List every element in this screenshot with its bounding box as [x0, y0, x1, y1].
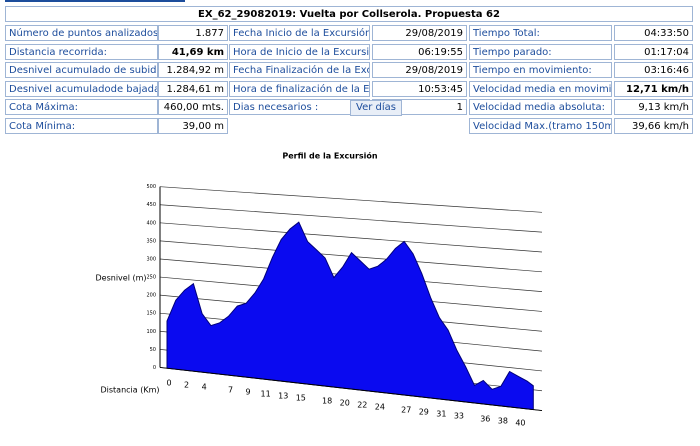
- x-tick-label: 4: [202, 383, 207, 392]
- button[interactable]: Ver días: [350, 100, 402, 117]
- field-label: Dias necesarios :: [229, 99, 370, 116]
- field-label: Cota Máxima:: [5, 99, 158, 116]
- field-value: 01:17:04: [614, 43, 693, 60]
- x-tick-label: 7: [228, 386, 233, 395]
- y-tick-label: 300: [146, 256, 156, 262]
- y-axis-label: Desnivel (m): [96, 274, 147, 283]
- field-value: 1.284,92 m: [158, 62, 228, 79]
- x-axis-label: Distancia (Km): [100, 386, 159, 395]
- summary-title: EX_62_29082019: Vuelta por Collserola. P…: [5, 6, 693, 22]
- field-label: Tiempo parado:: [469, 43, 612, 60]
- y-tick-label: 150: [146, 311, 156, 317]
- x-tick-label: 24: [375, 403, 385, 412]
- y-tick-label: 500: [146, 184, 156, 190]
- field-value: 10:53:45: [372, 80, 467, 97]
- field-value: 03:16:46: [614, 62, 693, 79]
- field-label: Cota Mínima:: [5, 118, 158, 134]
- x-tick-label: 31: [436, 409, 446, 418]
- x-tick-label: 33: [454, 411, 464, 420]
- field-label: Hora de Inicio de la Excursión:: [229, 43, 370, 60]
- x-tick-label: 22: [357, 401, 367, 410]
- field-value: 12,71 km/h: [614, 80, 693, 97]
- field-value: 1.284,61 m: [158, 80, 228, 97]
- field-label: Fecha Inicio de la Excursión:: [229, 25, 370, 41]
- y-tick-label: 400: [146, 220, 156, 226]
- field-label: Tiempo Total:: [469, 25, 612, 41]
- field-value: 9,13 km/h: [614, 99, 693, 116]
- field-value: 29/08/2019: [372, 25, 467, 41]
- x-tick-label: 11: [261, 390, 271, 399]
- x-tick-label: 2: [184, 381, 189, 390]
- field-value: 39,00 m: [158, 118, 228, 134]
- field-label: Fecha Finalización de la Excursión:: [229, 62, 370, 79]
- field-label: Tiempo en movimiento:: [469, 62, 612, 79]
- x-tick-label: 38: [498, 416, 508, 425]
- y-tick-label: 450: [146, 202, 156, 208]
- field-label: Número de puntos analizados:: [5, 25, 158, 41]
- field-label: Desnivel acumulado de subida:: [5, 62, 158, 79]
- field-value: 39,66 km/h: [614, 118, 693, 134]
- x-tick-label: 15: [296, 394, 306, 403]
- y-tick-label: 0: [153, 365, 156, 371]
- x-axis: [159, 366, 543, 412]
- field-label: Hora de finalización de la Excursión:: [229, 80, 370, 97]
- field-value: 29/08/2019: [372, 62, 467, 79]
- x-tick-label: 40: [515, 418, 525, 427]
- x-tick-label: 27: [401, 406, 411, 415]
- grid-line: [159, 186, 543, 213]
- y-tick-label: 250: [146, 275, 156, 281]
- x-tick-label: 29: [419, 407, 429, 416]
- field-value: 460,00 mts.: [158, 99, 228, 116]
- chart-title: Perfil de la Excursión: [282, 151, 378, 161]
- grid-line: [159, 222, 543, 253]
- x-tick-label: 18: [322, 397, 332, 406]
- x-tick-label: 13: [278, 392, 288, 401]
- elevation-area: [166, 221, 534, 411]
- x-tick-label: 9: [246, 388, 251, 397]
- field-label: Velocidad Max.(tramo 150m):: [469, 118, 612, 134]
- y-tick-label: 100: [146, 329, 156, 335]
- x-tick-label: 20: [340, 399, 350, 408]
- y-tick-label: 50: [150, 347, 156, 353]
- y-tick-label: 350: [146, 238, 156, 244]
- top-bar: [5, 0, 185, 2]
- y-tick-label: 200: [146, 293, 156, 299]
- field-value: 04:33:50: [614, 25, 693, 41]
- x-tick-label: 36: [480, 414, 490, 423]
- field-label: Velocidad media absoluta:: [469, 99, 612, 116]
- grid-line: [159, 204, 543, 233]
- field-label: Velocidad media en movimiento:: [469, 80, 612, 97]
- field-value: 1.877: [158, 25, 228, 41]
- x-tick-label: 0: [166, 379, 171, 388]
- field-value: 41,69 km: [158, 43, 228, 60]
- field-value: 06:19:55: [372, 43, 467, 60]
- field-label: Desnivel acumuladode bajada:: [5, 80, 158, 97]
- field-label: Distancia recorrida:: [5, 43, 158, 60]
